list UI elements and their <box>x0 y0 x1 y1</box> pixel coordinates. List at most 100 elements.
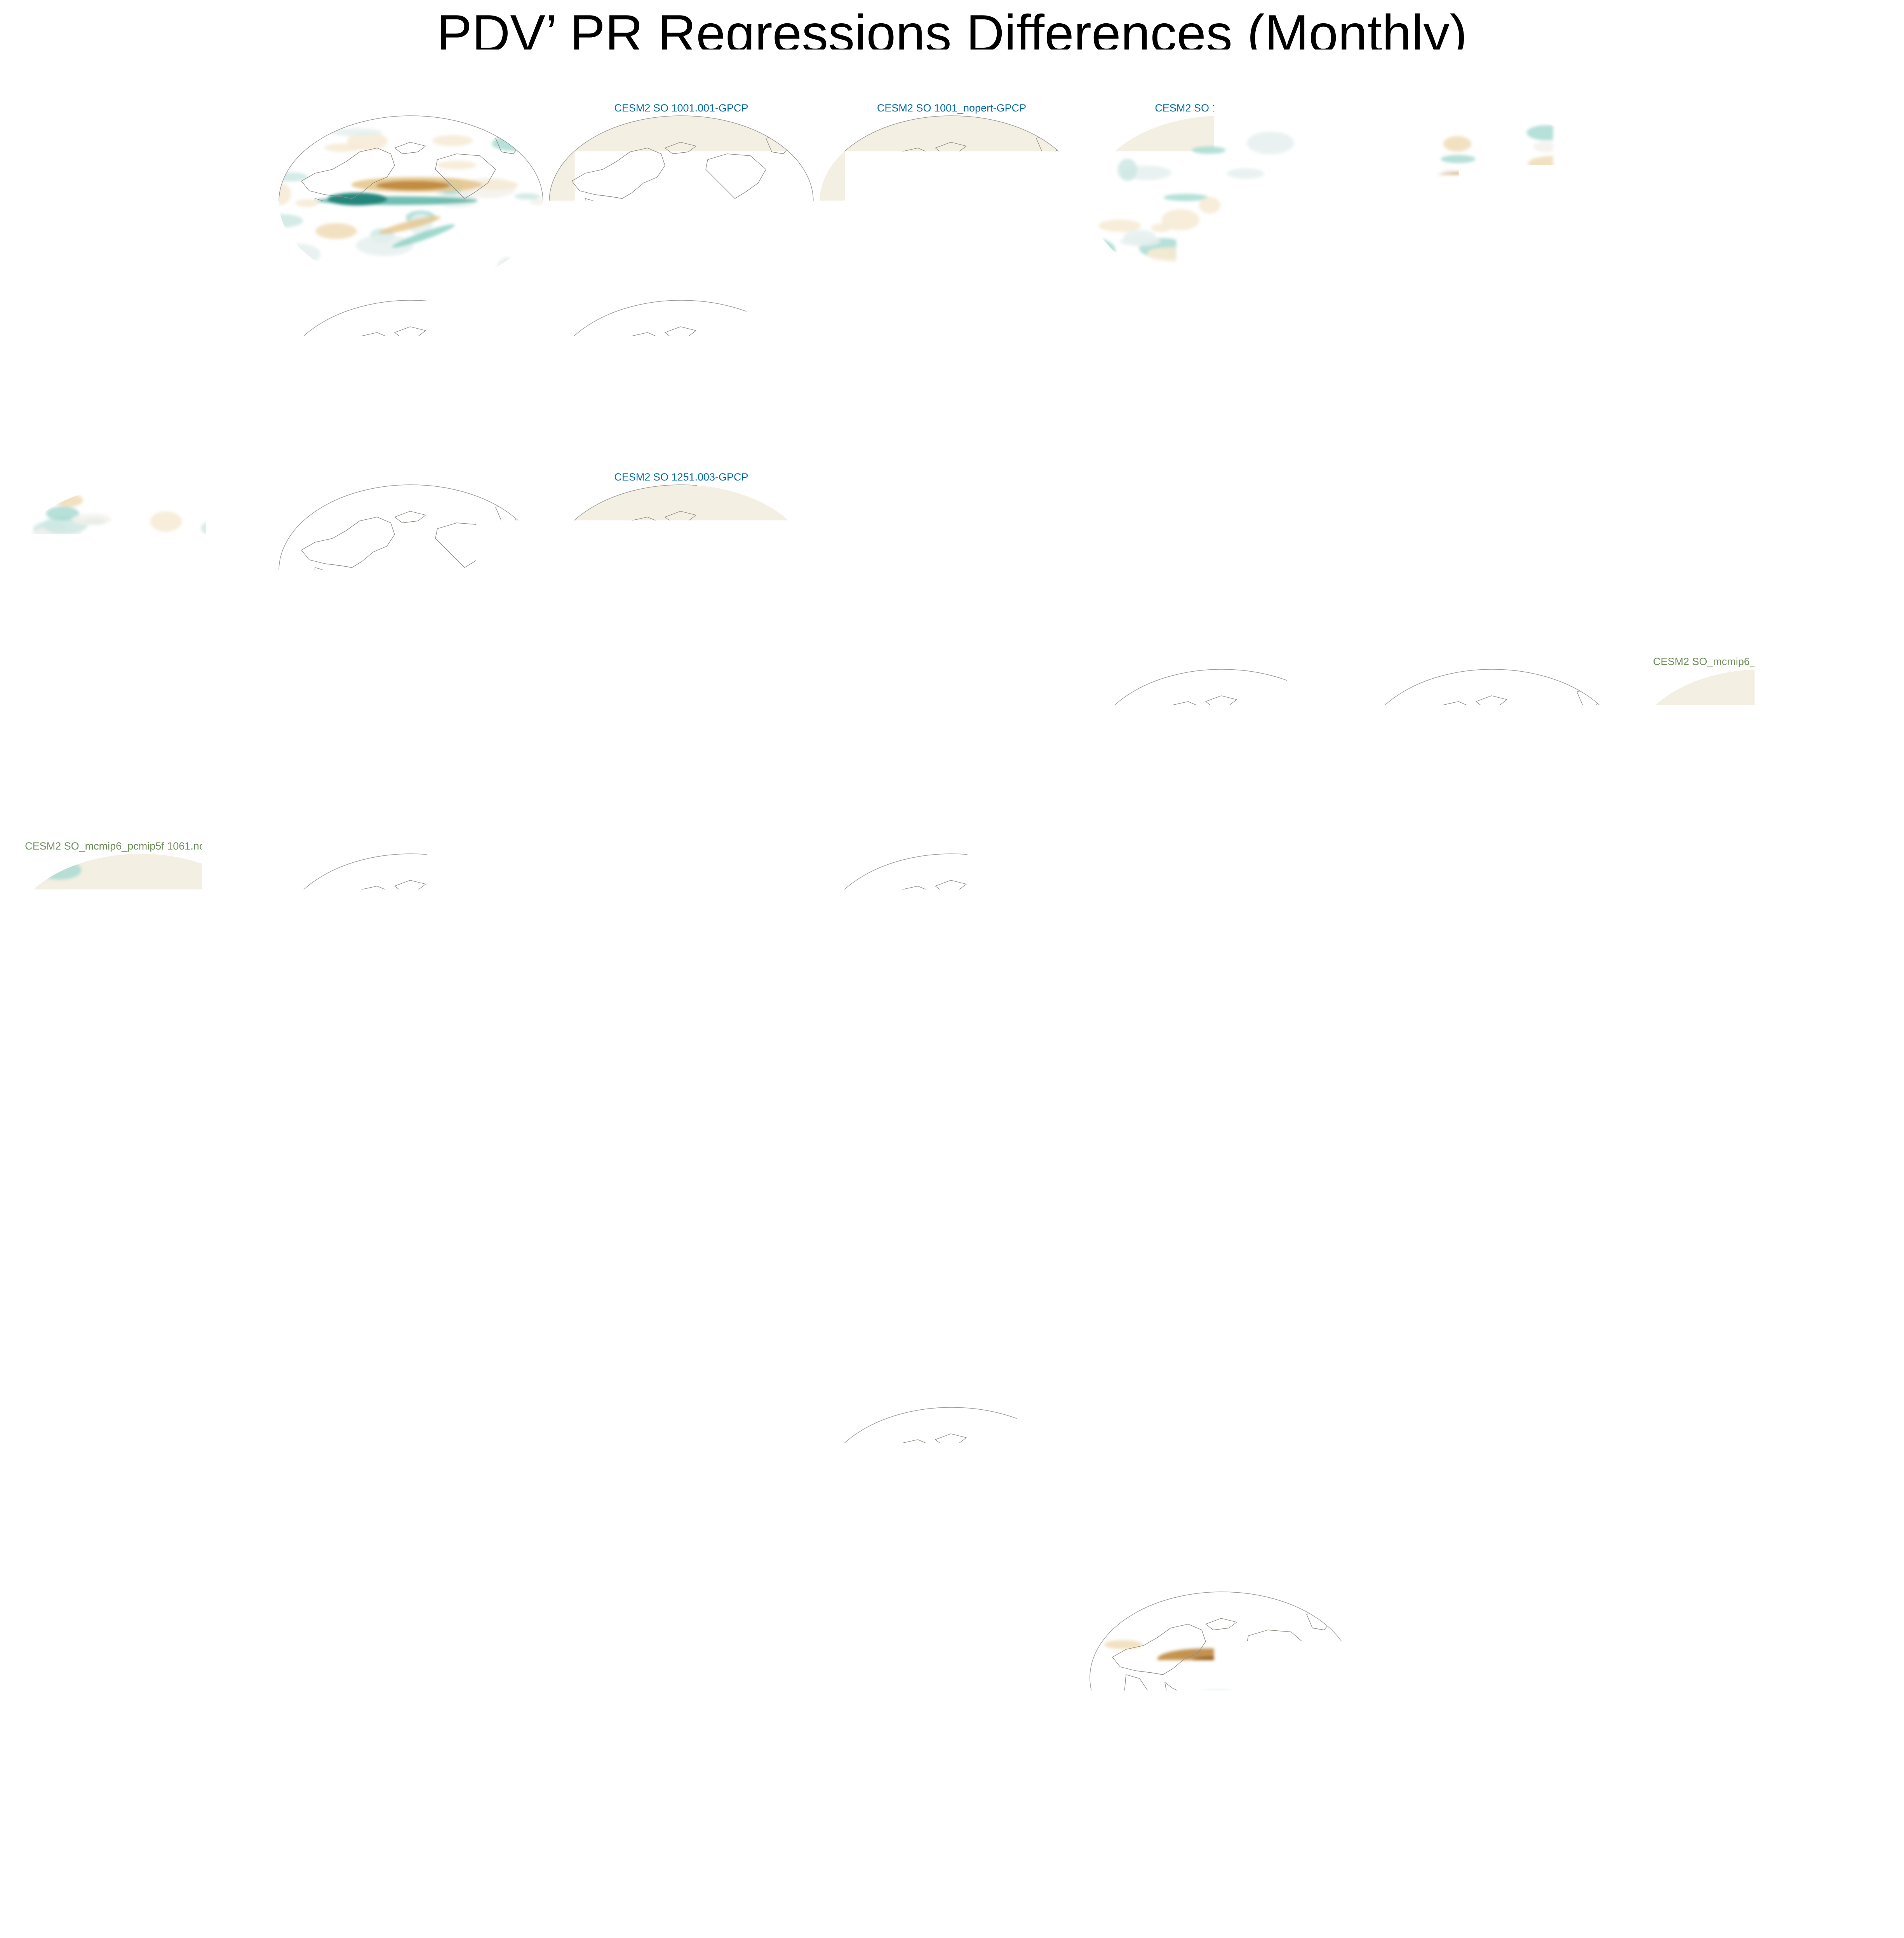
map-panel: CESM2 SO 1041.003-GPCP <box>1627 102 1899 288</box>
colorbar-swatch <box>725 1800 801 1836</box>
colorbar-swatch <box>1101 1800 1176 1836</box>
map-panel: CESM2 SO 1251.001-GPCP <box>5 471 277 657</box>
panel-title: CESM2 SO_mcmip6_pcmip5f 1061.nopert-GPCP <box>5 840 277 852</box>
map-panel: CESM2 SO_mcmip6_psmbb 1251.001-GPCP <box>816 1393 1088 1580</box>
map-panel: CESM2 SO 1001.001-GPCP <box>545 102 817 288</box>
panel-title: CESM2 SO 1041.003-GPCP <box>1627 102 1899 114</box>
panel-title: CESM2 SO 1281.001-GPCP <box>1086 471 1358 483</box>
regression-map <box>1359 1222 1625 1395</box>
map-panel: CESM2 SO_mcmip6_pcmip5f 1001.001-GPCP <box>5 655 277 842</box>
colorbar-tick-label: 0.25 <box>1050 1840 1151 1887</box>
regression-map <box>8 484 273 657</box>
colorbar-tick-label: 0 <box>900 1840 1001 1887</box>
regression-map <box>278 299 544 473</box>
panel-title: CESM2 SO_mcmip6_psmbb 1001.001-GPCP <box>1356 1024 1628 1037</box>
panel-title: CESM2 SO_mcmip6_pcmip5f 1041.nopert-GPCP <box>1356 655 1628 668</box>
regression-map <box>278 1407 544 1580</box>
panel-title: CESM2 SO 1251.001-GPCP <box>5 471 277 483</box>
map-panel: CESM2 SO_mcmip6_pcmip5f 1041.nopert-GPCP <box>1356 655 1628 842</box>
panel-title: CESM2 SO_mcmip6_pcmip5f 1281.004-GPCP <box>1086 1024 1358 1037</box>
regression-map <box>548 669 814 842</box>
panel-title: CESM2 SO 1041.nopert-GPCP <box>5 286 277 299</box>
regression-map <box>1630 1407 1895 1580</box>
regression-map <box>548 1407 814 1580</box>
panel-title: CESM2 SO 1061.004-GPCP <box>275 286 547 299</box>
regression-map <box>8 1222 273 1395</box>
map-panel: CESM2 SO 1141.nopert-GPCP <box>1627 286 1899 473</box>
regression-map <box>548 484 814 657</box>
map-panel: CESM2 SO_mcmip6_pcmip5f 1251.003-GPCP <box>5 1024 277 1211</box>
regression-map <box>819 853 1084 1026</box>
regression-map <box>548 299 814 473</box>
regression-map <box>1089 1038 1355 1211</box>
colorbar-swatch <box>575 1800 650 1836</box>
panel-title: CESM2 SO_mcmip6_psmbb 1061.004-GPCP <box>1086 1209 1358 1221</box>
regression-map <box>1089 115 1355 288</box>
colorbar-swatch <box>1627 1800 1702 1836</box>
map-panel: CESM2 SO 1021.002-GPCP <box>1086 102 1358 288</box>
panel-title: CESM2 SO_mcmip6_psmbb 1251.004-GPCP <box>1627 1393 1899 1406</box>
map-panel: CESM2 SO_mcmip6_psmbb 1021.002-GPCP <box>5 1209 277 1395</box>
panel-title: CESM2 SO 1101.nopert-GPCP <box>1086 286 1358 299</box>
panel-title: CESM2 SO_mcmip6_psmbb 1121.nopert-GPCP <box>275 1393 547 1406</box>
regression-map <box>819 1222 1084 1395</box>
panel-title: CESM2 SO 1001.001-GPCP <box>545 102 817 114</box>
regression-map <box>278 1038 544 1211</box>
colorbar-swatch <box>1326 1800 1402 1836</box>
map-panel: CESM2 SO 1281.004-GPCP <box>1627 471 1899 657</box>
regression-map <box>278 669 544 842</box>
colorbar-swatch <box>1026 1800 1101 1836</box>
colorbar-tick-label: -4 <box>299 1840 400 1887</box>
map-panel: CESM2 SO 1281.002-GPCP <box>1356 471 1628 657</box>
regression-map <box>1089 853 1355 1026</box>
map-panel: CESM2 SO_mcmip6_pcmip5f 1281.002-GPCP <box>816 1024 1088 1211</box>
map-panel: CESM2 SO 1061.nopert-GPCP <box>545 286 817 473</box>
map-panel: CESM2 SO_mcmip6_psmbb 1281.004-GPCP <box>1086 1578 1358 1764</box>
regression-map <box>1089 1407 1355 1580</box>
map-panel: CESM2 SO_mcmip6_pcmip5f 1041.003-GPCP <box>1086 655 1358 842</box>
map-panel: ERA5_3-GPCP <box>275 102 547 288</box>
regression-map <box>8 669 273 842</box>
regression-map <box>8 853 273 1026</box>
regression-map <box>1089 299 1355 473</box>
colorbar-units-label: mm/day <box>0 1885 1904 1931</box>
panel-title: CESM2 SO_mcmip6_psmbb 1061.nopert-GPCP <box>1356 1209 1628 1221</box>
map-panel: CESM2 SO_mcmip6_psmbb 1101.nopert-GPCP <box>5 1393 277 1580</box>
panel-title: CESM2 SO_mcmip6_pcmip5f 1101.nopert-GPCP <box>545 840 817 852</box>
colorbar-swatch <box>499 1800 575 1836</box>
map-panel: CESM2 SO_mcmip6_pcmip5f 1081.nopert-GPCP <box>275 840 547 1026</box>
map-panel: CESM2 SO_mcmip6_psmbb 1251.003-GPCP <box>1356 1393 1628 1580</box>
regression-map <box>819 1407 1084 1580</box>
map-panel: CESM2 SO_mcmip6_psmbb 1281.002-GPCP <box>816 1578 1088 1764</box>
panel-title: CESM2 SO_mcmip6_psmbb 1251.003-GPCP <box>1356 1393 1628 1406</box>
colorbar-swatch <box>1401 1800 1477 1836</box>
panel-title: CESM2 SO_mcmip6_psmbb 1251.001-GPCP <box>816 1393 1088 1406</box>
panel-title: CESM2 SO 1281.002-GPCP <box>1356 471 1628 483</box>
panel-title: CESM2 SO_mcmip6_pcmip5f 1061.004-GPCP <box>1627 655 1899 668</box>
colorbar-swatch <box>1251 1800 1326 1836</box>
map-panel: CESM2 SO_mcmip6_psmbb 1281.001-GPCP <box>545 1578 817 1764</box>
panel-title: CESM2 SO_mcmip6_pcmip5f 1021.002-GPCP <box>545 655 817 668</box>
panel-title: CESM2 SO_mcmip6_pcmip5f 1121.nopert-GPCP <box>816 840 1088 852</box>
regression-map <box>1630 115 1895 288</box>
map-panel: CESM2 SO_mcmip6_pcmip5f 1021.nopert-GPCP <box>816 655 1088 842</box>
map-panel: CESM2 SO_mcmip6_pcmip5f 1101.nopert-GPCP <box>545 840 817 1026</box>
map-panel: CESM2 SO_mcmip6_pcmip5f 1251.002-GPCP <box>1627 840 1899 1026</box>
panel-title: CESM2 SO_mcmip6_psmbb 1141.nopert-GPCP <box>545 1393 817 1406</box>
regression-map <box>819 115 1084 288</box>
map-panel: CESM2 SO_mcmip6_pcmip5f 1021.002-GPCP <box>545 655 817 842</box>
map-panel: CESM2 SO_mcmip6_psmbb 1041.003-GPCP <box>545 1209 817 1395</box>
regression-map <box>548 1591 814 1764</box>
panel-title: CESM2 SO 1121.nopert-GPCP <box>1356 286 1628 299</box>
panel-title: CESM2 SO_mcmip6_pcmip5f 1001_nopert-GPCP <box>275 655 547 668</box>
colorbar-swatch <box>199 1800 274 1836</box>
map-panel: CESM2 SO_mcmip6_psmbb 1041.nopert-GPCP <box>816 1209 1088 1395</box>
regression-map <box>1630 484 1895 657</box>
regression-map <box>1089 1591 1355 1764</box>
map-panel: CESM2 SO_mcmip6_psmbb 1001.001-GPCP <box>1356 1024 1628 1211</box>
panel-title: CESM2 SO_mcmip6_pcmip5f 1251.003-GPCP <box>5 1024 277 1037</box>
regression-map <box>1359 1038 1625 1211</box>
panel-title: CESM2 SO_mcmip6_psmbb 1281.004-GPCP <box>1086 1578 1358 1590</box>
regression-map <box>1359 1407 1625 1580</box>
regression-map <box>548 115 814 288</box>
